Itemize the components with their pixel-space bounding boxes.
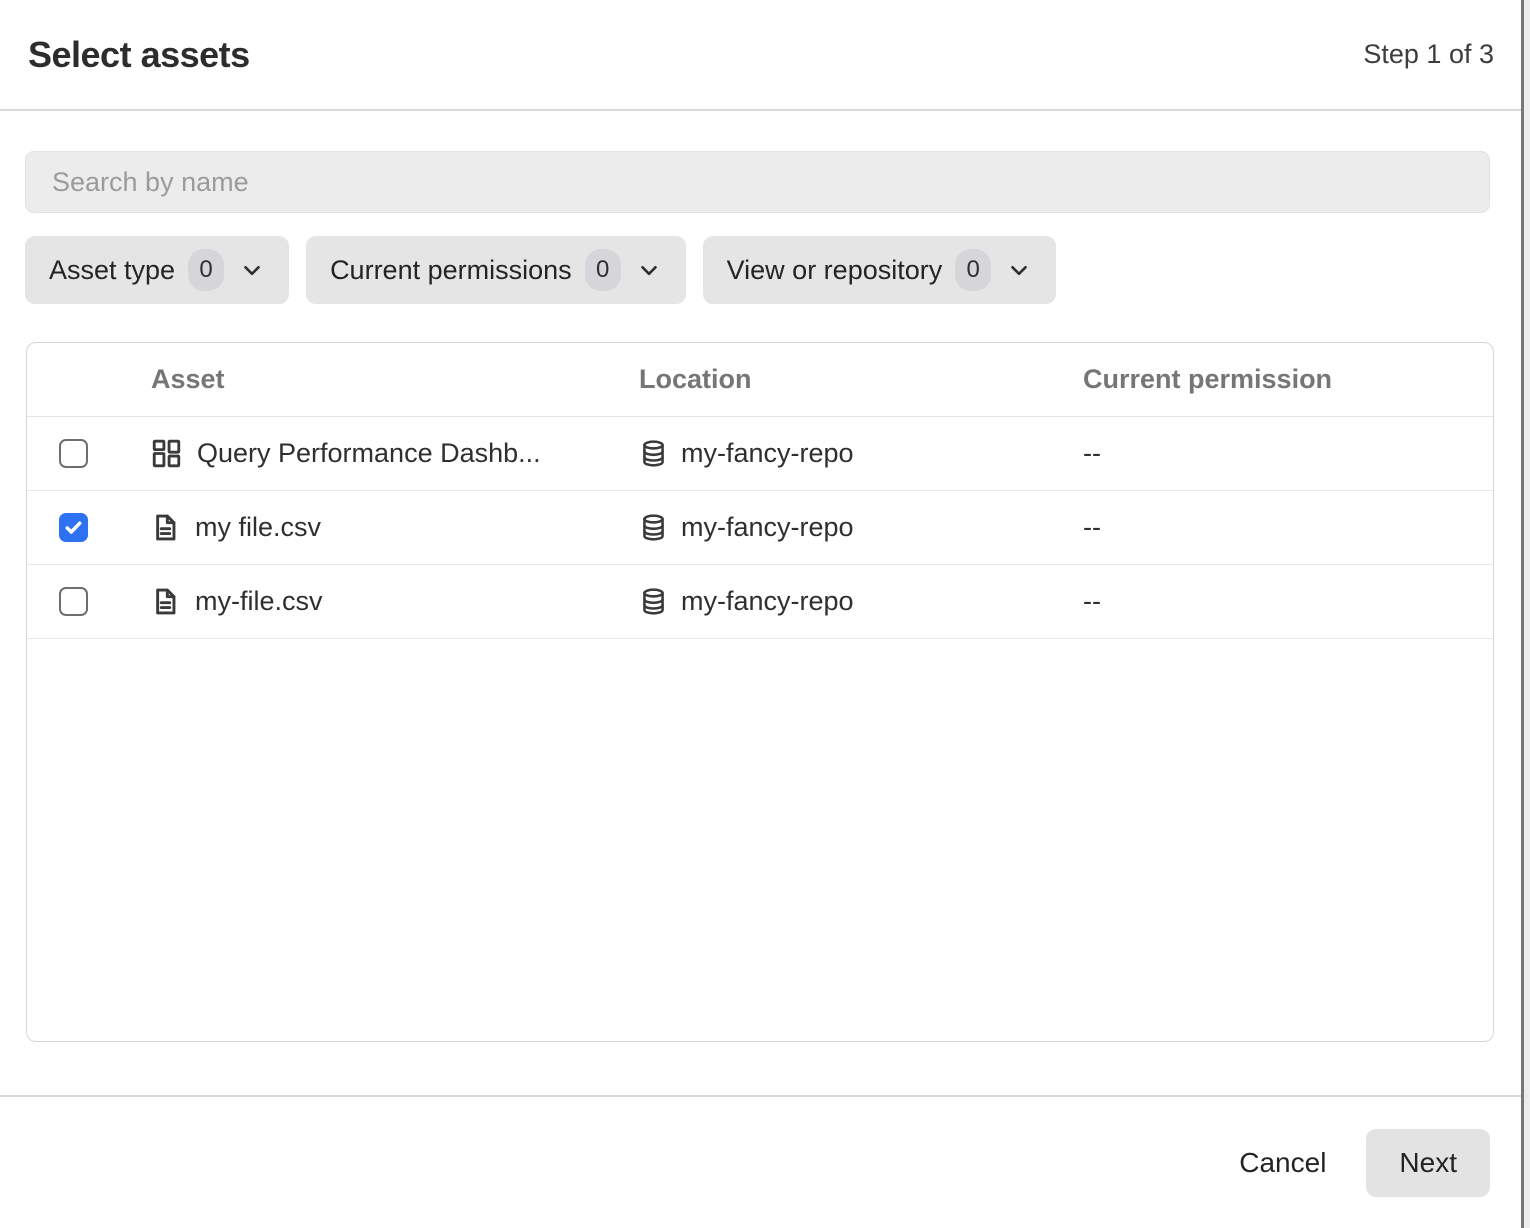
table-body: Query Performance Dashb... my-fancy-repo… [27, 417, 1493, 639]
file-icon [151, 586, 180, 617]
step-indicator: Step 1 of 3 [1363, 39, 1494, 69]
filter-count-badge: 0 [955, 249, 992, 291]
search-input[interactable] [25, 151, 1490, 213]
row-checkbox[interactable] [59, 587, 88, 616]
filter-current-permissions-button[interactable]: Current permissions 0 [306, 236, 686, 304]
next-button[interactable]: Next [1366, 1128, 1490, 1197]
chevron-down-icon [239, 257, 265, 283]
table-row[interactable]: Query Performance Dashb... my-fancy-repo… [27, 417, 1493, 491]
filter-count-badge: 0 [188, 249, 225, 291]
table-row[interactable]: my file.csv my-fancy-repo -- [27, 491, 1493, 565]
dashboard-icon [151, 438, 182, 469]
chevron-down-icon [1006, 257, 1032, 283]
asset-name: my file.csv [195, 512, 322, 542]
modal-title: Select assets [28, 33, 250, 75]
column-header-asset: Asset [151, 364, 225, 394]
filter-view-or-repository-button[interactable]: View or repository 0 [702, 236, 1057, 304]
column-header-permission: Current permission [1083, 364, 1333, 394]
row-checkbox[interactable] [59, 439, 88, 468]
permission-value: -- [1083, 512, 1101, 542]
database-icon [639, 586, 668, 617]
filter-label: View or repository [726, 254, 943, 285]
modal-header: Select assets Step 1 of 3 [0, 0, 1530, 111]
modal-footer: Cancel Next [0, 1095, 1530, 1228]
table-row[interactable]: my-file.csv my-fancy-repo -- [27, 565, 1493, 639]
filter-asset-type-button[interactable]: Asset type 0 [25, 236, 290, 304]
checkmark-icon [65, 521, 82, 534]
filter-label: Asset type [49, 254, 176, 285]
column-header-location: Location [639, 364, 752, 394]
table-header-row: Asset Location Current permission [27, 343, 1493, 417]
asset-name: Query Performance Dashb... [197, 438, 541, 468]
filter-label: Current permissions [330, 254, 572, 285]
location-name: my-fancy-repo [681, 512, 854, 542]
screen-edge-outer [1524, 0, 1530, 1228]
file-icon [151, 512, 180, 543]
search-bar [0, 111, 1530, 213]
chevron-down-icon [636, 257, 662, 283]
row-checkbox[interactable] [59, 513, 88, 542]
screen-edge-artifact [1521, 0, 1524, 1228]
asset-name: my-file.csv [195, 586, 323, 616]
location-name: my-fancy-repo [681, 438, 854, 468]
database-icon [639, 438, 668, 469]
permission-value: -- [1083, 586, 1101, 616]
database-icon [639, 512, 668, 543]
location-name: my-fancy-repo [681, 586, 854, 616]
cancel-button[interactable]: Cancel [1239, 1146, 1327, 1178]
filter-row: Asset type 0 Current permissions 0 View … [0, 213, 1530, 304]
permission-value: -- [1083, 438, 1101, 468]
asset-table: Asset Location Current permission [26, 342, 1494, 1042]
filter-count-badge: 0 [584, 249, 621, 291]
